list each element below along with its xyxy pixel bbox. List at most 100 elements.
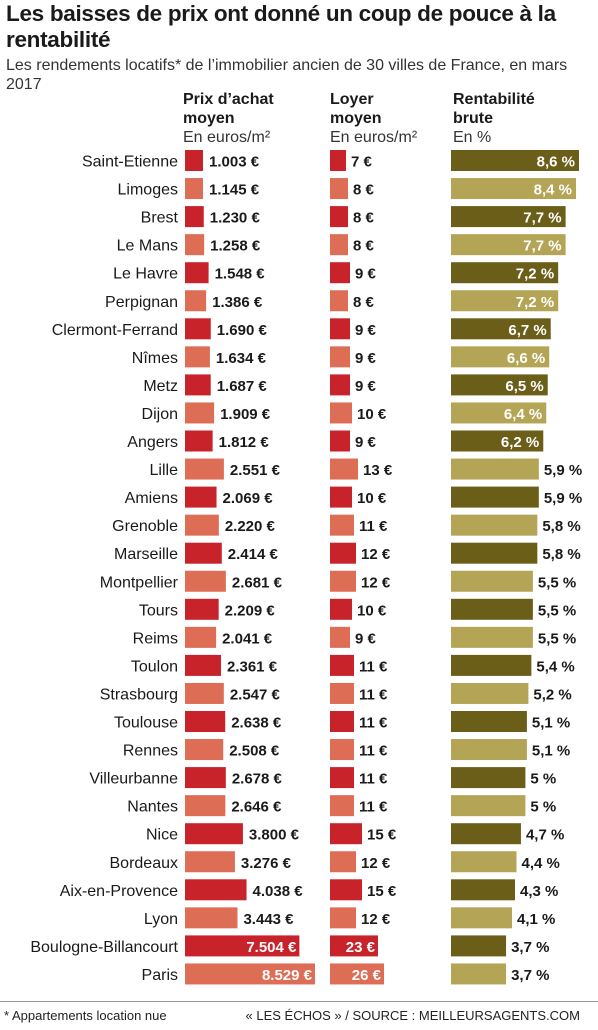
yield-bar	[451, 206, 566, 228]
yield-bar	[451, 150, 579, 171]
price-bar	[185, 150, 203, 171]
yield-value-label: 5,9 %	[544, 490, 582, 507]
footnote: * Appartements location nue	[4, 1008, 167, 1023]
rent-bar	[330, 682, 354, 704]
rent-value-label: 9 €	[355, 434, 377, 451]
rent-value-label: 8 €	[353, 182, 375, 199]
price-bar	[185, 486, 217, 508]
yield-value-label: 8,6 %	[537, 154, 575, 171]
price-value-label: 1.386 €	[212, 294, 263, 311]
yield-bar	[451, 823, 521, 845]
city-label: Perpignan	[105, 294, 178, 311]
rent-bar	[330, 739, 354, 761]
yield-bar	[451, 458, 539, 480]
rent-bar	[330, 374, 350, 396]
city-label: Bordeaux	[110, 855, 179, 872]
rent-value-label: 10 €	[357, 406, 387, 423]
yield-value-label: 4,1 %	[517, 911, 555, 928]
yield-value-label: 6,5 %	[505, 378, 543, 395]
rent-bar	[330, 486, 352, 508]
price-bar	[185, 234, 205, 256]
rent-bar	[330, 851, 356, 873]
rent-bar	[330, 458, 358, 480]
yield-value-label: 7,2 %	[516, 266, 554, 283]
yield-bar	[451, 795, 526, 817]
rent-bar	[330, 290, 348, 312]
chart-title: Les baisses de prix ont donné un coup de…	[6, 1, 556, 52]
rent-value-label: 9 €	[355, 378, 377, 395]
rent-bar	[330, 346, 350, 368]
price-value-label: 3.443 €	[243, 911, 294, 928]
rent-value-label: 12 €	[361, 911, 391, 928]
rent-value-label: 8 €	[353, 238, 375, 255]
yield-value-label: 6,7 %	[508, 322, 546, 339]
city-label: Boulogne-Billancourt	[30, 939, 178, 956]
rent-value-label: 11 €	[359, 743, 388, 760]
rent-value-label: 15 €	[367, 827, 397, 844]
rent-value-label: 9 €	[355, 630, 377, 647]
price-value-label: 4.038 €	[253, 883, 304, 900]
price-value-label: 2.681 €	[232, 574, 283, 591]
rent-value-label: 10 €	[357, 490, 387, 507]
price-bar	[185, 879, 247, 901]
yield-unit: En %	[453, 129, 492, 146]
city-label: Tours	[139, 602, 178, 619]
yield-value-label: 6,4 %	[504, 406, 542, 423]
rent-value-label: 9 €	[355, 322, 377, 339]
yield-bar	[451, 682, 529, 704]
price-value-label: 1.003 €	[209, 154, 260, 171]
price-value-label: 2.551 €	[230, 462, 281, 479]
rent-bar	[330, 234, 348, 256]
city-label: Montpellier	[100, 574, 179, 591]
price-bar	[185, 262, 209, 284]
price-bar	[185, 711, 226, 732]
yield-value-label: 3,7 %	[511, 939, 549, 956]
rent-bar	[330, 318, 350, 340]
chart-subtitle: Les rendements locatifs* de l’immobilier…	[6, 57, 568, 93]
yield-value-label: 5,8 %	[542, 546, 580, 563]
yield-value-label: 5,2 %	[533, 686, 571, 703]
yield-bar	[451, 598, 533, 620]
price-unit: En euros/m²	[183, 129, 271, 146]
rent-unit: En euros/m²	[330, 129, 418, 146]
yield-value-label: 7,2 %	[516, 294, 554, 311]
price-bar	[185, 374, 211, 396]
city-label: Marseille	[114, 546, 178, 563]
rent-value-label: 9 €	[355, 266, 377, 283]
price-bar	[185, 430, 213, 452]
city-label: Metz	[143, 378, 178, 395]
price-bar	[185, 290, 207, 312]
city-label: Aix-en-Provence	[60, 883, 178, 900]
rent-bar	[330, 262, 350, 284]
city-label: Lille	[150, 462, 179, 479]
rent-bar	[330, 879, 362, 901]
price-value-label: 1.812 €	[219, 434, 270, 451]
yield-value-label: 4,7 %	[526, 827, 564, 844]
footer-divider	[0, 1001, 598, 1002]
yield-value-label: 3,7 %	[511, 967, 549, 984]
source-credit: « LES ÉCHOS » / SOURCE : MEILLEURSAGENTS…	[245, 1008, 580, 1023]
rent-bar	[330, 430, 350, 452]
rent-value-label: 11 €	[359, 658, 388, 675]
price-bar	[185, 346, 210, 368]
price-bar	[185, 458, 224, 480]
rent-value-label: 12 €	[361, 546, 391, 563]
rent-bar	[330, 823, 362, 845]
yield-value-label: 5,8 %	[542, 518, 580, 535]
rent-value-label: 8 €	[353, 294, 375, 311]
yield-bar	[451, 767, 526, 789]
city-label: Dijon	[142, 406, 178, 423]
yield-bar	[451, 402, 547, 424]
city-label: Clermont-Ferrand	[52, 322, 178, 339]
city-label: Nantes	[127, 799, 178, 816]
price-bar	[185, 206, 204, 228]
price-heading-line2: moyen	[183, 110, 235, 127]
rent-bar	[330, 206, 348, 228]
price-bar	[185, 402, 215, 424]
rent-bar	[330, 402, 352, 424]
yield-bar	[451, 346, 550, 368]
price-bar	[185, 626, 217, 648]
rent-bar	[330, 963, 384, 985]
yield-value-label: 8,4 %	[534, 182, 572, 199]
rent-bar	[330, 514, 354, 536]
